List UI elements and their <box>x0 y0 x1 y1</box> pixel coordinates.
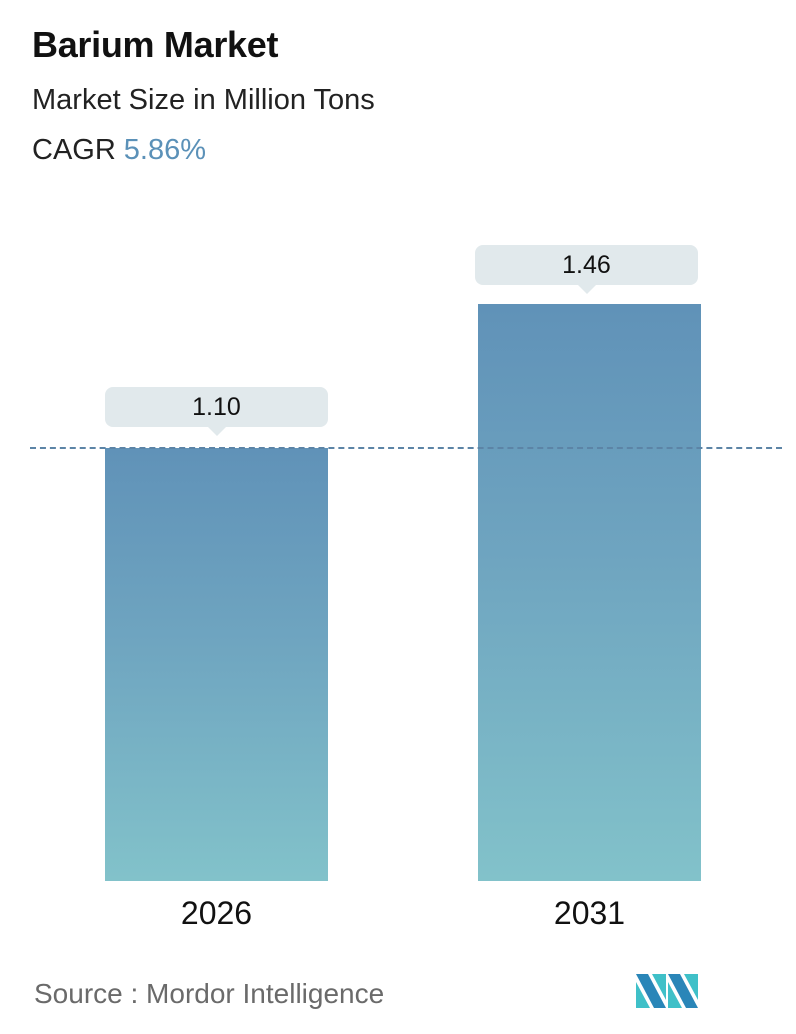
bar-2026 <box>105 448 328 881</box>
bar-chart: 1.10 1.46 2026 2031 <box>30 245 782 931</box>
chart-title: Barium Market <box>32 24 279 65</box>
x-label-2031: 2031 <box>553 895 626 931</box>
cagr-label: CAGR <box>32 134 116 166</box>
chart-subtitle: Market Size in Million Tons <box>32 84 375 116</box>
value-label-2031: 1.46 <box>475 245 698 294</box>
source-text: Source : Mordor Intelligence <box>34 978 385 1009</box>
cagr-value: 5.86% <box>123 134 207 166</box>
value-label-2026: 1.10 <box>105 387 328 436</box>
reference-dashed-line <box>30 447 782 449</box>
bar-2031 <box>478 304 701 881</box>
cagr-line: CAGR 5.86% <box>32 134 206 167</box>
x-label-2026: 2026 <box>180 895 253 931</box>
mordor-intelligence-logo-icon <box>636 974 698 1008</box>
